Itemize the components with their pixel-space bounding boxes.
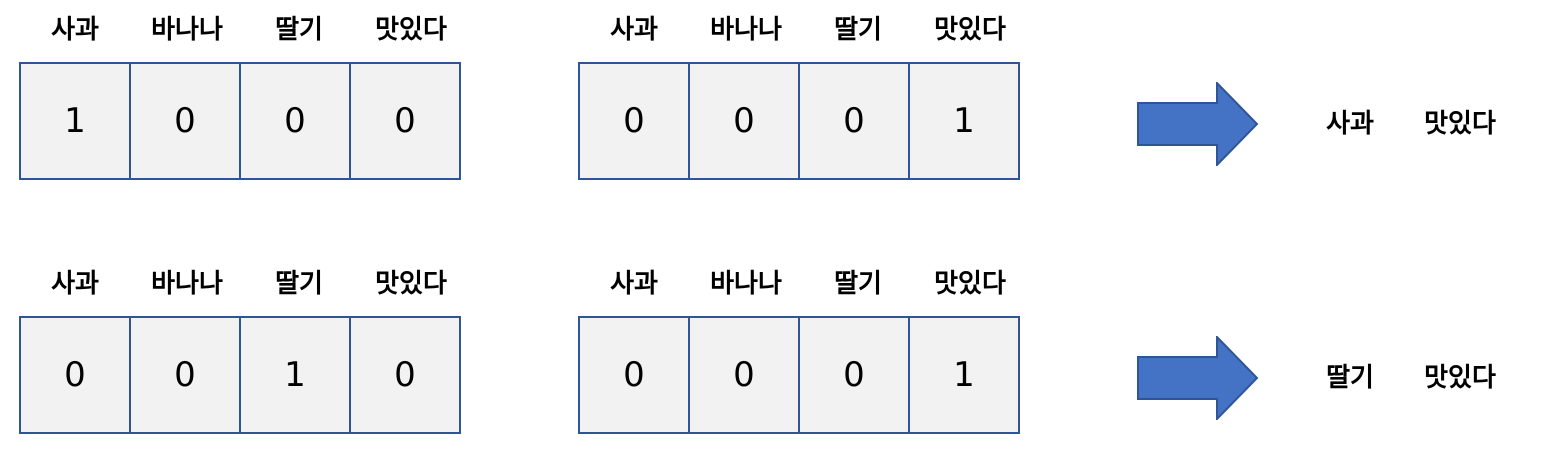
header-label: 사과 — [610, 269, 658, 299]
one-hot-vector-2a: 사과 바나나 딸기 맛있다 0 0 1 0 — [19, 254, 467, 436]
header-label: 바나나 — [710, 269, 782, 299]
example-row-2: 사과 바나나 딸기 맛있다 0 0 1 0 사과 바나나 딸기 맛있다 0 0 — [0, 254, 1553, 434]
header-label: 딸기 — [275, 15, 323, 45]
vector-cell: 1 — [908, 62, 1020, 180]
header-label: 맛있다 — [934, 269, 1006, 299]
vector-cells: 0 0 0 1 — [578, 316, 1026, 434]
example-row-1: 사과 바나나 딸기 맛있다 1 0 0 0 사과 바나나 딸기 맛있다 0 0 — [0, 0, 1553, 180]
vector-cell: 0 — [239, 62, 351, 180]
vector-cell: 0 — [578, 62, 690, 180]
result-word: 맛있다 — [1424, 363, 1496, 393]
result-word: 사과 — [1326, 109, 1374, 139]
vector-header: 사과 바나나 딸기 맛있다 — [578, 264, 1026, 304]
vector-cell: 0 — [798, 62, 910, 180]
vector-cell: 0 — [349, 316, 461, 434]
header-label: 사과 — [51, 269, 99, 299]
result-word: 딸기 — [1326, 363, 1374, 393]
header-label: 사과 — [51, 15, 99, 45]
vector-cell: 0 — [688, 62, 800, 180]
one-hot-vector-1b: 사과 바나나 딸기 맛있다 0 0 0 1 — [578, 0, 1026, 182]
vector-header: 사과 바나나 딸기 맛있다 — [578, 10, 1026, 50]
result-words: 사과 맛있다 — [1295, 104, 1515, 144]
one-hot-vector-1a: 사과 바나나 딸기 맛있다 1 0 0 0 — [19, 0, 467, 182]
header-label: 바나나 — [151, 15, 223, 45]
header-label: 맛있다 — [934, 15, 1006, 45]
one-hot-vector-2b: 사과 바나나 딸기 맛있다 0 0 0 1 — [578, 254, 1026, 436]
header-label: 사과 — [610, 15, 658, 45]
vector-cells: 1 0 0 0 — [19, 62, 467, 180]
vector-cell: 0 — [688, 316, 800, 434]
vector-header: 사과 바나나 딸기 맛있다 — [19, 264, 467, 304]
vector-cell: 1 — [19, 62, 131, 180]
header-label: 맛있다 — [375, 269, 447, 299]
header-label: 딸기 — [275, 269, 323, 299]
vector-cell: 0 — [798, 316, 910, 434]
right-arrow-icon — [1137, 336, 1259, 420]
vector-cell: 0 — [578, 316, 690, 434]
result-word: 맛있다 — [1424, 109, 1496, 139]
header-label: 바나나 — [710, 15, 782, 45]
header-label: 바나나 — [151, 269, 223, 299]
vector-cell: 0 — [349, 62, 461, 180]
vector-cells: 0 0 0 1 — [578, 62, 1026, 180]
vector-cell: 0 — [129, 316, 241, 434]
vector-cell: 1 — [908, 316, 1020, 434]
vector-cell: 0 — [19, 316, 131, 434]
header-label: 맛있다 — [375, 15, 447, 45]
header-label: 딸기 — [834, 269, 882, 299]
result-words: 딸기 맛있다 — [1295, 358, 1515, 398]
vector-cells: 0 0 1 0 — [19, 316, 467, 434]
right-arrow-icon — [1137, 82, 1259, 166]
vector-cell: 1 — [239, 316, 351, 434]
header-label: 딸기 — [834, 15, 882, 45]
vector-cell: 0 — [129, 62, 241, 180]
vector-header: 사과 바나나 딸기 맛있다 — [19, 10, 467, 50]
